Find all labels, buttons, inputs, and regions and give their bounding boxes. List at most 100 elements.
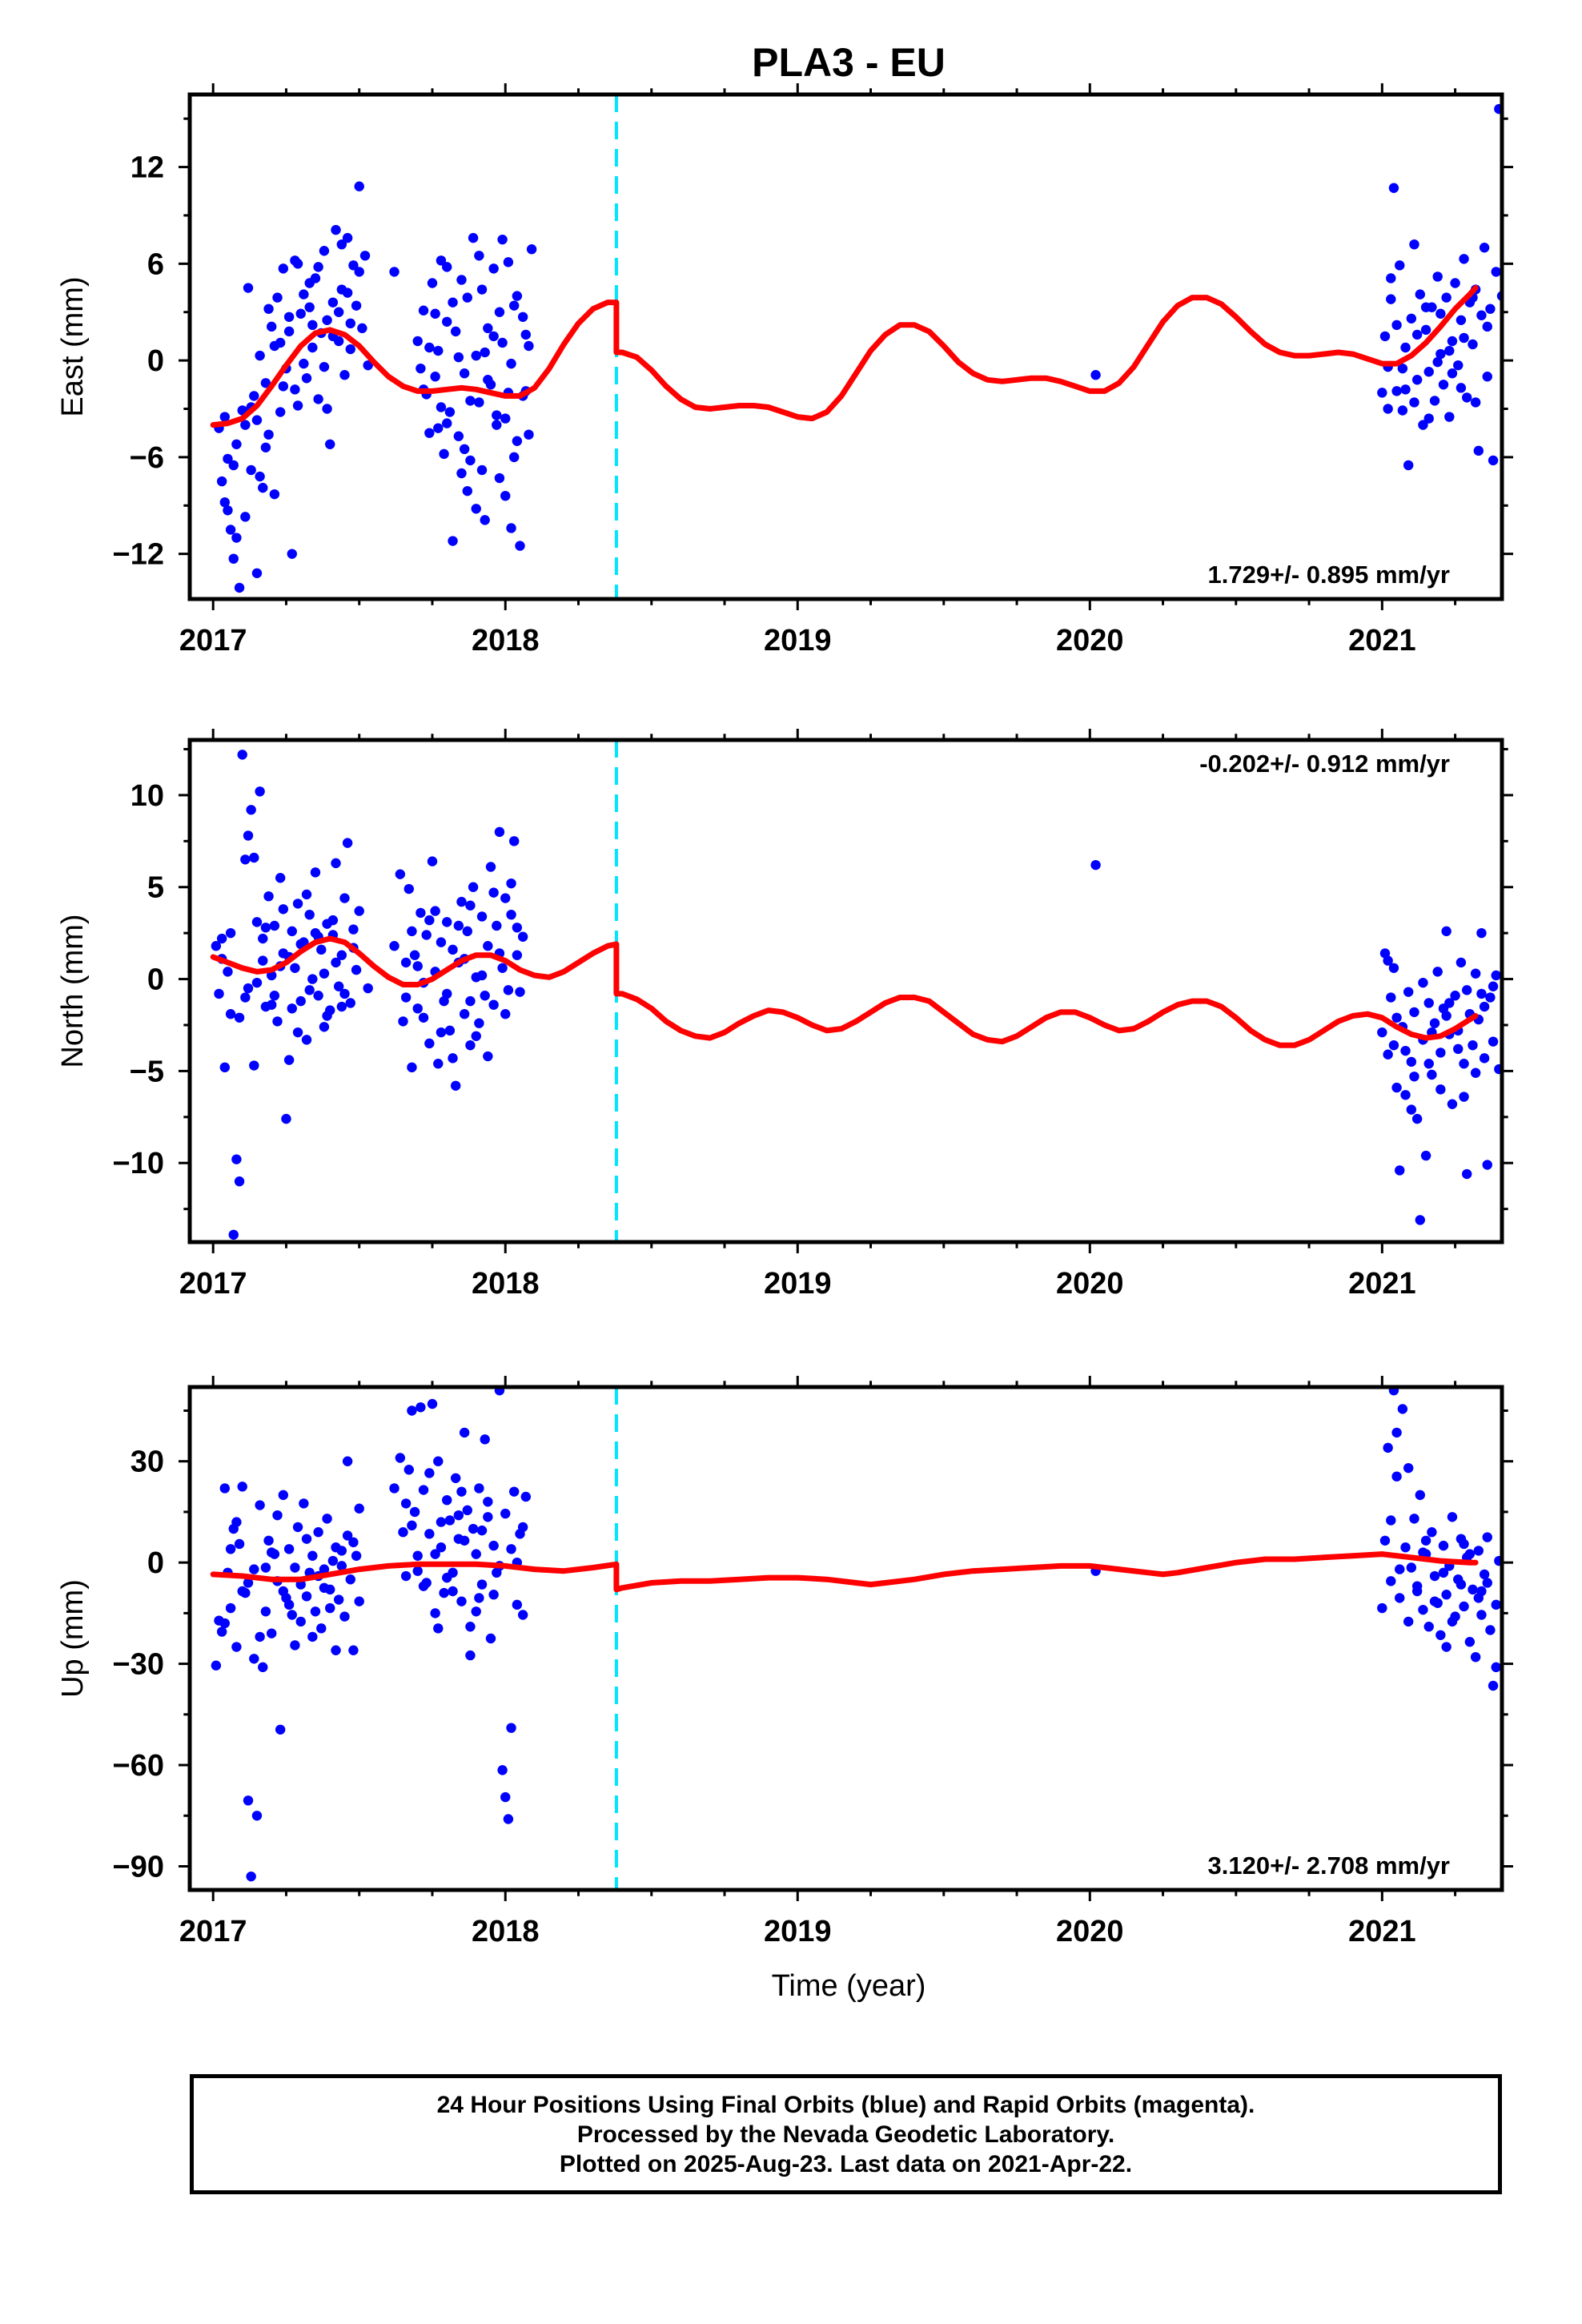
north-x-tick-label: 2021 (1348, 1267, 1416, 1301)
east-data-point (246, 464, 256, 476)
north-data-point (287, 926, 297, 937)
north-data-point (1470, 968, 1481, 979)
up-data-point (234, 1538, 245, 1550)
north-data-point (269, 991, 280, 1001)
north-data-point (465, 900, 476, 911)
north-data-point (416, 907, 426, 919)
east-data-point (468, 232, 479, 243)
up-data-point (506, 1723, 516, 1733)
up-data-point (1473, 1546, 1484, 1556)
north-data-point (1409, 1007, 1419, 1018)
up-data-point (1456, 1579, 1467, 1590)
east-data-point (512, 436, 523, 446)
up-data-point (1397, 1404, 1408, 1414)
up-data-point (1415, 1490, 1425, 1501)
up-data-point (488, 1590, 499, 1600)
up-data-point (237, 1586, 247, 1597)
up-data-point (442, 1494, 452, 1506)
east-data-point (1456, 383, 1467, 393)
north-data-point (1441, 1011, 1452, 1021)
east-y-tick-label: 12 (130, 151, 164, 185)
up-data-point (1400, 1542, 1411, 1553)
north-data-point (319, 968, 330, 979)
east-data-point (342, 287, 353, 298)
north-data-point (1468, 1040, 1478, 1051)
east-data-point (1444, 412, 1455, 422)
up-data-point (398, 1527, 408, 1538)
up-model-curve (210, 1551, 1479, 1593)
east-x-tick-label: 2021 (1348, 624, 1416, 657)
up-data-point (292, 1522, 303, 1533)
up-frame (187, 1385, 1504, 1892)
up-data-point (348, 1645, 359, 1655)
north-y-tick-label: 5 (147, 871, 164, 905)
east-data-point (228, 553, 239, 564)
north-data-point (465, 1040, 476, 1051)
east-data-point (240, 420, 251, 430)
east-data-point (249, 391, 259, 401)
east-data-point (345, 344, 355, 355)
north-data-point (418, 1012, 429, 1023)
up-data-point (468, 1523, 479, 1534)
east-data-point (459, 444, 470, 455)
east-data-point (480, 515, 490, 525)
north-y-tick-label: −5 (130, 1055, 164, 1088)
north-data-point (1485, 992, 1496, 1003)
north-x-tick-label: 2018 (472, 1267, 540, 1301)
north-data-point (339, 893, 350, 903)
up-x-tick-label: 2019 (764, 1915, 832, 1948)
up-data-point (1383, 1442, 1393, 1454)
up-data-point (283, 1599, 295, 1610)
north-data-point (263, 891, 274, 902)
east-data-point (524, 429, 534, 440)
east-data-point (416, 363, 426, 374)
east-data-point (483, 323, 493, 334)
east-data-point (1444, 345, 1455, 356)
up-data-point (278, 1586, 289, 1597)
north-data-point (480, 991, 490, 1001)
up-data-point (333, 1594, 344, 1605)
north-data-point (517, 931, 528, 942)
north-data-point (1427, 1069, 1437, 1080)
east-data-point (389, 267, 400, 277)
east-y-axis-title: East (mm) (56, 276, 90, 416)
up-data-point (313, 1527, 323, 1538)
north-data-point (459, 1009, 470, 1019)
north-data-point (310, 867, 321, 878)
east-data-point (255, 471, 265, 482)
up-data-point (243, 1578, 254, 1588)
east-data-point (1491, 267, 1501, 277)
east-data-point (255, 350, 265, 361)
east-data-point (1411, 375, 1423, 385)
up-data-point (231, 1517, 242, 1527)
north-data-point (476, 911, 488, 922)
north-data-point (1435, 1047, 1446, 1058)
north-data-point (351, 964, 362, 975)
east-data-point (1415, 289, 1425, 300)
east-data-point (508, 452, 520, 463)
east-y-tick-label: −6 (130, 441, 164, 475)
up-data-point (331, 1542, 341, 1553)
up-plot-area (210, 1387, 1502, 1890)
north-data-point (214, 988, 224, 999)
east-data-point (418, 305, 429, 316)
east-data-point (1383, 404, 1393, 414)
north-data-point (281, 1113, 291, 1124)
east-data-point (1379, 331, 1391, 342)
up-data-point (512, 1599, 523, 1610)
east-data-point (263, 429, 274, 440)
north-data-point (1459, 1059, 1469, 1069)
east-data-point (526, 244, 537, 255)
up-data-point (517, 1522, 528, 1533)
up-data-point (1447, 1616, 1458, 1627)
east-data-point (1476, 310, 1487, 320)
north-data-point (1403, 987, 1414, 997)
up-data-point (1491, 1662, 1501, 1673)
north-data-point (228, 1229, 239, 1240)
east-data-point (1391, 386, 1402, 396)
east-data-point (307, 342, 318, 353)
east-data-point (456, 468, 467, 479)
up-data-point (1438, 1540, 1449, 1551)
north-data-point (512, 950, 523, 960)
up-data-point (517, 1610, 528, 1620)
